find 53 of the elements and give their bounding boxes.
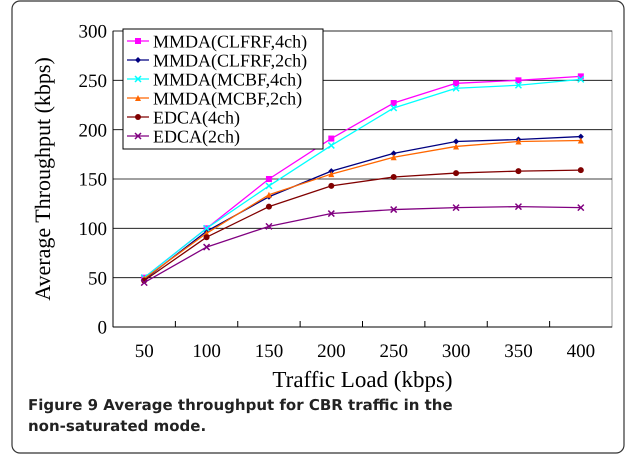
point	[390, 206, 398, 214]
point	[390, 104, 398, 112]
legend-label: MMDA(MCBF,4ch)	[153, 69, 302, 90]
point	[390, 150, 397, 156]
point	[328, 142, 336, 150]
x-tick-label: 400	[566, 341, 596, 362]
point	[266, 176, 272, 182]
point	[452, 84, 460, 92]
point	[515, 168, 522, 174]
point	[453, 170, 460, 176]
point	[577, 204, 585, 212]
point	[390, 100, 397, 106]
point	[202, 243, 210, 251]
point	[452, 204, 460, 212]
point	[328, 182, 334, 189]
x-tick-label: 50	[134, 341, 154, 362]
point	[265, 222, 273, 230]
caption: Figure 9 Average throughput for CBR traffic in the non-saturated mode.	[28, 395, 454, 437]
x-tick-label: 100	[192, 341, 221, 362]
x-tick-label: 300	[442, 341, 470, 362]
point	[577, 76, 585, 84]
x-tick-label: 250	[379, 341, 408, 362]
legend-label: MMDA(MCBF,2ch)	[153, 88, 302, 108]
y-tick-label: 0	[98, 318, 107, 339]
y-axis-title: Average Throughput (kbps)	[30, 57, 55, 301]
point	[328, 171, 334, 178]
y-tick-label: 50	[88, 268, 107, 290]
legend-label: MMDA(CLFRF,4ch)	[153, 31, 308, 52]
point	[390, 174, 397, 180]
legend-label: MMDA(CLFRF,2ch)	[153, 50, 308, 70]
legend-label: EDCA(2ch)	[153, 126, 240, 146]
x-tick-label: 200	[317, 341, 346, 362]
point	[265, 182, 273, 190]
y-tick-label: 150	[78, 170, 107, 191]
point	[204, 234, 210, 240]
point	[328, 210, 336, 218]
point	[578, 167, 584, 174]
legend-label: EDCA(4ch)	[153, 107, 240, 128]
point	[390, 154, 397, 160]
point	[453, 143, 460, 150]
point	[328, 136, 334, 142]
point	[140, 278, 148, 286]
point	[266, 204, 272, 210]
y-tick-label: 200	[78, 120, 107, 142]
point	[578, 138, 584, 144]
x-tick-label: 150	[254, 341, 284, 362]
y-tick-label: 250	[78, 70, 107, 92]
point	[514, 82, 522, 90]
y-tick-label: 100	[78, 218, 107, 240]
y-tick-label: 300	[78, 22, 107, 43]
point	[514, 202, 522, 210]
x-tick-label: 350	[504, 341, 533, 362]
x-axis-title: Traffic Load (kbps)	[272, 367, 453, 392]
